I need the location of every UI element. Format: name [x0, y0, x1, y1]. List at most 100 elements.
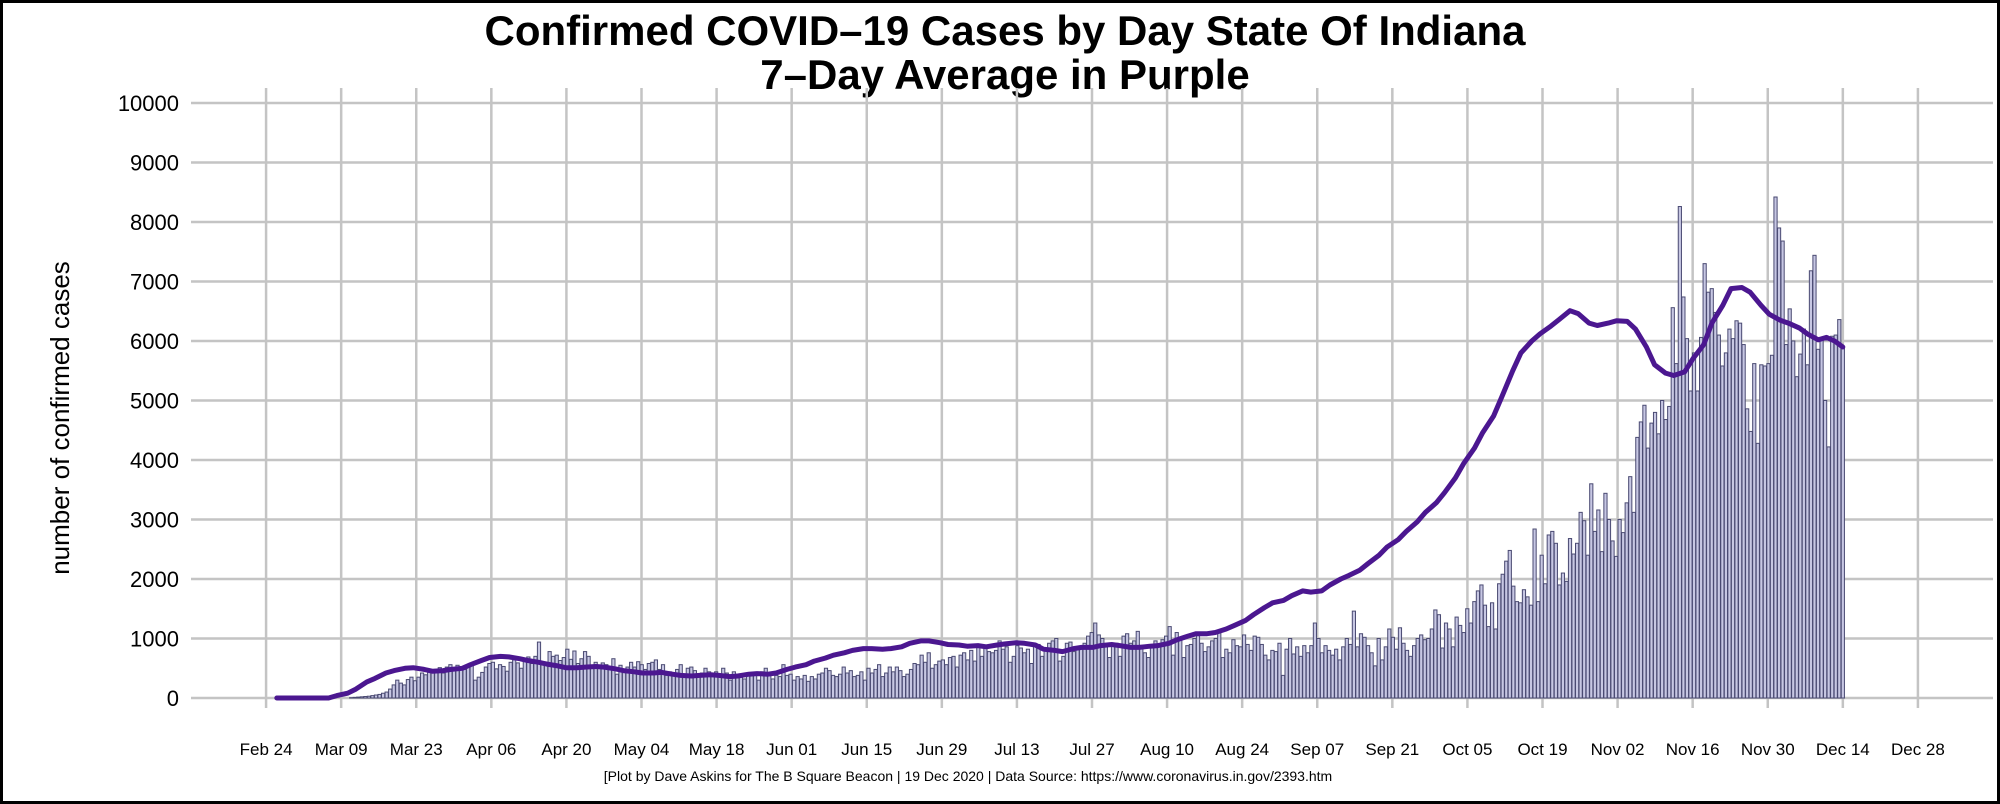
x-tick-label: Jul 13	[994, 740, 1039, 759]
case-bar	[891, 671, 896, 699]
case-bar	[972, 660, 977, 699]
case-bar	[1621, 532, 1626, 699]
case-bar	[1075, 646, 1080, 699]
case-bar	[653, 659, 659, 699]
x-tick-label: Mar 09	[315, 740, 368, 759]
case-bar	[1833, 334, 1838, 699]
case-bar	[1670, 307, 1675, 699]
x-tick-label: Oct 05	[1442, 740, 1492, 759]
case-bar	[898, 670, 903, 699]
case-bar	[1815, 348, 1821, 699]
case-bar	[806, 680, 811, 699]
case-bar	[1741, 344, 1746, 699]
case-bar	[1195, 632, 1201, 699]
case-bar	[412, 680, 418, 699]
case-bar	[1103, 643, 1108, 699]
case-bar	[1422, 639, 1427, 699]
case-bar	[377, 693, 382, 699]
case-bar	[990, 652, 995, 699]
case-bar	[1167, 626, 1172, 699]
case-bar	[629, 661, 634, 699]
case-bar	[1146, 657, 1151, 699]
case-bar	[1656, 433, 1661, 699]
y-tick-label: 6000	[130, 329, 179, 354]
case-bar	[1500, 573, 1505, 699]
y-tick-label: 3000	[130, 508, 179, 533]
case-bar	[1557, 584, 1562, 699]
case-bar	[469, 662, 474, 699]
case-bar	[767, 674, 772, 699]
case-bar	[873, 668, 878, 699]
case-bar	[1004, 646, 1009, 699]
case-bar	[1582, 520, 1587, 699]
case-bar	[1699, 336, 1704, 699]
case-bar	[650, 661, 655, 699]
case-bar	[1716, 334, 1721, 699]
case-bar	[1199, 642, 1204, 699]
case-bar	[1029, 662, 1034, 699]
case-bar	[1706, 291, 1711, 699]
case-bar	[1652, 411, 1658, 699]
case-bar	[1266, 659, 1271, 699]
x-tick-label: Sep 21	[1365, 740, 1419, 759]
case-bar	[543, 661, 549, 699]
case-bar	[1567, 538, 1573, 699]
case-bar	[1507, 549, 1512, 699]
case-bar	[894, 666, 899, 699]
case-bar	[572, 650, 577, 699]
case-bar	[1677, 206, 1682, 699]
case-bar	[1681, 296, 1686, 699]
case-bar	[1234, 645, 1240, 699]
case-bar	[582, 651, 588, 699]
y-axis-label: number of confirmed cases	[45, 261, 75, 575]
case-bar	[1341, 646, 1346, 699]
case-bar	[621, 668, 627, 699]
case-bar	[1543, 583, 1548, 699]
case-bar	[1642, 404, 1647, 699]
case-bar	[473, 679, 478, 699]
case-bar	[813, 678, 818, 699]
case-bar	[1043, 647, 1048, 699]
case-bar	[1798, 353, 1803, 699]
case-bar	[745, 673, 751, 699]
case-bar	[1369, 652, 1374, 699]
case-bar	[1755, 442, 1760, 699]
case-bar	[1635, 436, 1640, 699]
bar-series	[349, 196, 1845, 699]
x-tick-label: Mar 23	[390, 740, 443, 759]
case-bar	[1015, 645, 1020, 699]
case-bar	[462, 668, 467, 699]
case-bar	[986, 651, 992, 699]
case-bar	[791, 679, 797, 699]
case-bar	[398, 682, 403, 699]
case-bar	[678, 664, 683, 699]
y-tick-label: 5000	[130, 389, 179, 414]
case-bar	[646, 662, 651, 699]
case-bar	[1071, 651, 1077, 699]
case-bar	[1040, 655, 1045, 699]
case-bar	[756, 679, 761, 699]
case-bar	[1479, 584, 1484, 699]
case-bar	[784, 674, 790, 699]
case-bar	[480, 671, 485, 699]
case-bar	[1443, 622, 1449, 699]
case-bar	[1539, 554, 1544, 699]
case-bar	[1291, 653, 1296, 699]
case-bar	[1730, 338, 1736, 699]
case-bar	[1128, 642, 1133, 699]
case-bar	[969, 649, 974, 699]
case-bar	[884, 672, 889, 699]
case-bar	[1153, 640, 1158, 699]
case-bar	[1270, 649, 1275, 699]
case-bar	[1826, 446, 1831, 699]
case-bar	[1298, 655, 1303, 699]
case-bar	[795, 676, 800, 699]
y-tick-label: 7000	[130, 270, 179, 295]
case-bar	[1373, 665, 1378, 699]
case-bar	[951, 655, 956, 699]
case-bar	[685, 667, 690, 699]
case-bar	[1532, 528, 1537, 699]
case-bar	[1486, 626, 1491, 699]
case-bar	[611, 658, 616, 699]
y-tick-label: 9000	[130, 151, 179, 176]
